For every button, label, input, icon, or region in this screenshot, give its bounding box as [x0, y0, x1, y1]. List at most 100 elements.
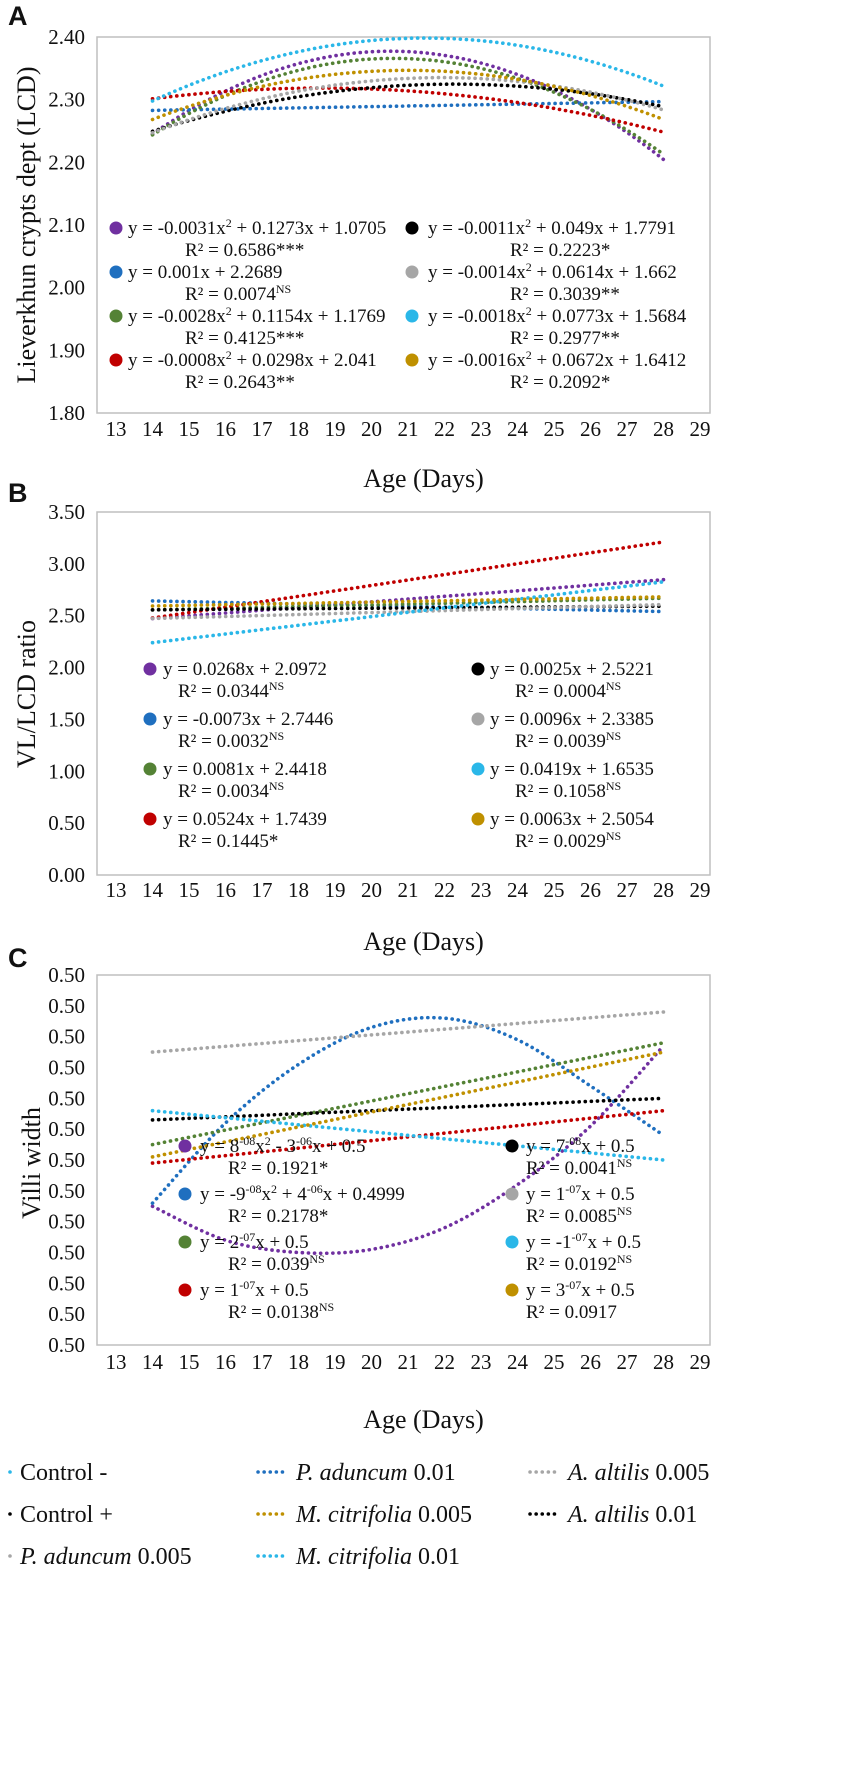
y-tick-label: 0.50 — [48, 1056, 85, 1080]
x-tick-label: 28 — [653, 878, 674, 902]
marker-black — [471, 662, 485, 676]
trendline-gold — [150, 595, 666, 608]
r-squared-label: R² = 0.2178* — [228, 1206, 328, 1227]
legend-swatch — [8, 1512, 12, 1516]
x-tick-label: 19 — [325, 878, 346, 902]
equation-label: y = 7-08x + 0.5 — [526, 1134, 635, 1157]
legend-item: M. citrifolia 0.005 — [295, 1502, 472, 1528]
x-tick-label: 15 — [179, 417, 200, 441]
x-tick-label: 17 — [252, 1350, 273, 1374]
marker-purple — [178, 1139, 192, 1153]
trendline-purple — [150, 577, 666, 621]
equation-label: y = 0.0419x + 1.6535 — [490, 759, 654, 780]
y-tick-label: 0.50 — [48, 1302, 85, 1326]
x-tick-label: 24 — [507, 417, 529, 441]
marker-green — [178, 1235, 192, 1249]
marker-green — [143, 762, 157, 776]
equation-label: y = 0.0268x + 2.0972 — [163, 659, 327, 680]
y-tick-label: 2.20 — [48, 150, 85, 174]
x-tick-label: 26 — [580, 878, 601, 902]
x-tick-label: 26 — [580, 1350, 601, 1374]
marker-gold — [471, 812, 485, 826]
equation-label: y = -0.0028x2 + 0.1154x + 1.1769 — [128, 304, 386, 327]
x-tick-label: 25 — [544, 1350, 565, 1374]
trendline-cyan — [150, 1108, 666, 1162]
marker-gray — [471, 712, 485, 726]
r-squared-label: R² = 0.0085NS — [526, 1204, 632, 1227]
panel-B: B 3.50 3.00 2.50 2.00 1.50 1.00 0.50 0.00 13 14 15 1… — [8, 478, 711, 956]
marker-gray — [405, 265, 419, 279]
y-tick-label: 2.00 — [48, 656, 85, 680]
legend-item: M. citrifolia 0.01 — [295, 1544, 460, 1570]
y-tick-label: 1.00 — [48, 759, 85, 783]
r-squared-label: R² = 0.0029NS — [515, 829, 621, 852]
y-tick-label: 3.00 — [48, 552, 85, 576]
y-tick-label: 1.50 — [48, 707, 85, 731]
trendline-green — [150, 1041, 666, 1147]
y-tick-label: 0.50 — [48, 1271, 85, 1295]
equation-label: y = 2-07x + 0.5 — [200, 1230, 309, 1253]
x-tick-label: 16 — [215, 1350, 236, 1374]
y-tick-label: 0.50 — [48, 994, 85, 1018]
trendline-cyan — [150, 36, 666, 103]
panel-letter: A — [8, 1, 28, 31]
trendline-black — [150, 1096, 666, 1122]
equation-label: y = 0.0025x + 2.5221 — [490, 659, 654, 680]
x-tick-label: 23 — [471, 878, 492, 902]
legend: Control - P. aduncum 0.01 A. altilis 0.005… — [8, 1460, 709, 1570]
x-tick-label: 16 — [215, 878, 236, 902]
trendline-purple — [150, 1044, 666, 1256]
marker-black — [505, 1139, 519, 1153]
legend-item: Control + — [20, 1502, 113, 1528]
equation-label: y = -1-07x + 0.5 — [526, 1230, 641, 1253]
trendline-gray — [150, 75, 666, 135]
x-tick-label: 25 — [544, 878, 565, 902]
y-tick-label: 2.40 — [48, 25, 85, 49]
equation-label: y = 0.0524x + 1.7439 — [163, 809, 327, 830]
x-tick-label: 29 — [690, 1350, 711, 1374]
y-tick-label: 0.50 — [48, 811, 85, 835]
r-squared-label: R² = 0.0041NS — [526, 1156, 632, 1179]
trendline-red — [150, 86, 666, 134]
r-squared-label: R² = 0.0192NS — [526, 1252, 632, 1275]
r-squared-label: R² = 0.2643** — [185, 372, 295, 393]
r-squared-label: R² = 0.1921* — [228, 1158, 328, 1179]
equation-label: y = 0.001x + 2.2689 — [128, 262, 282, 283]
legend-item: A. altilis 0.01 — [566, 1502, 697, 1528]
y-tick-label: 1.80 — [48, 401, 85, 425]
y-axis-title: VL/LCD ratio — [12, 620, 41, 768]
x-tick-label: 13 — [106, 878, 127, 902]
y-tick-label: 0.50 — [48, 1179, 85, 1203]
y-tick-label: 0.00 — [48, 863, 85, 887]
x-tick-label: 24 — [507, 1350, 529, 1374]
y-tick-label: 0.50 — [48, 1241, 85, 1265]
y-tick-label: 2.00 — [48, 276, 85, 300]
marker-red — [109, 353, 123, 367]
r-squared-label: R² = 0.2092* — [510, 372, 610, 393]
r-squared-label: R² = 0.3039** — [510, 284, 620, 305]
equation-label: y = 1-07x + 0.5 — [200, 1278, 309, 1301]
r-squared-label: R² = 0.039NS — [228, 1252, 325, 1275]
equation-label: y = -0.0031x2 + 0.1273x + 1.0705 — [128, 216, 386, 239]
y-tick-label: 0.50 — [48, 1086, 85, 1110]
y-axis-title: Lieverkhun crypts dept (LCD) — [12, 67, 41, 384]
x-tick-label: 16 — [215, 417, 236, 441]
r-squared-label: R² = 0.2977** — [510, 328, 620, 349]
legend-item: P. aduncum 0.01 — [295, 1460, 456, 1486]
x-tick-label: 22 — [434, 878, 455, 902]
x-tick-label: 28 — [653, 1350, 674, 1374]
x-tick-label: 15 — [179, 1350, 200, 1374]
y-tick-label: 2.50 — [48, 604, 85, 628]
trendline-blue — [150, 1015, 666, 1205]
marker-cyan — [505, 1235, 519, 1249]
x-tick-label: 14 — [142, 878, 164, 902]
trendline-cyan — [150, 580, 666, 645]
marker-gold — [405, 353, 419, 367]
marker-gray — [505, 1187, 519, 1201]
equation-label: y = -0.0014x2 + 0.0614x + 1.662 — [428, 260, 677, 283]
x-tick-label: 20 — [361, 878, 382, 902]
plot-area — [96, 36, 711, 414]
marker-red — [178, 1283, 192, 1297]
y-tick-label: 0.50 — [48, 963, 85, 987]
